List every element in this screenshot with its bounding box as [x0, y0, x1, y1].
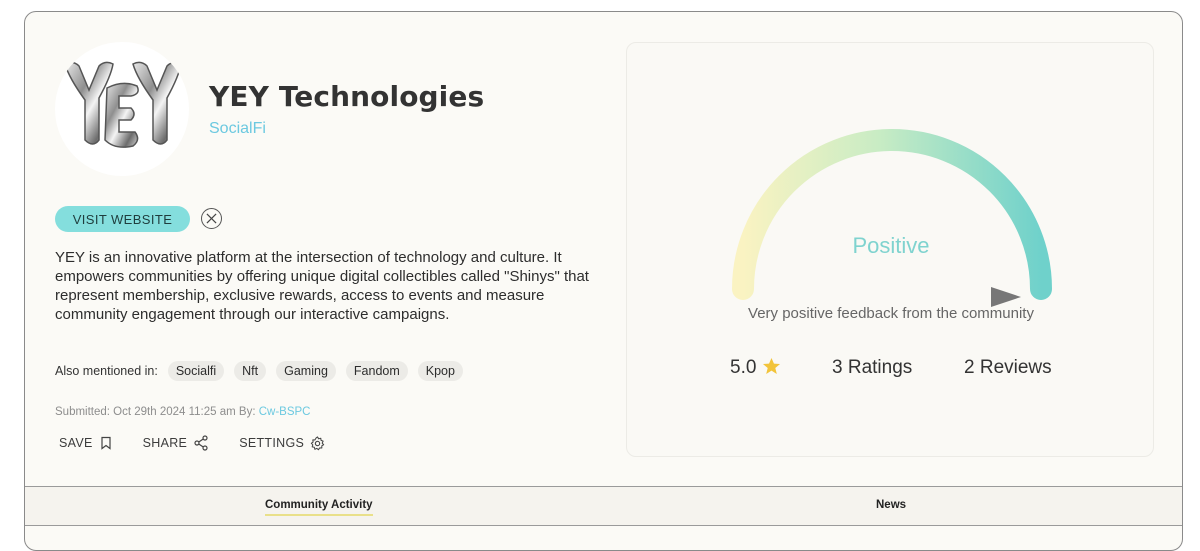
sentiment-gauge: [732, 129, 1052, 307]
project-description: YEY is an innovative platform at the int…: [55, 249, 589, 323]
average-rating: 5.0: [730, 357, 781, 379]
tab-news[interactable]: News: [876, 499, 907, 511]
star-icon: [762, 357, 780, 375]
project-category[interactable]: SocialFi: [209, 120, 266, 137]
reviews-count[interactable]: 2 Reviews: [964, 357, 1052, 378]
tag-kpop[interactable]: Kpop: [417, 361, 463, 381]
tag-socialfi[interactable]: Socialfi: [167, 361, 225, 381]
mentions-label: Also mentioned in:: [55, 364, 158, 378]
submitted-text: Submitted: Oct 29th 2024 11:25 am By:: [55, 406, 256, 418]
settings-label: SETTINGS: [239, 436, 305, 450]
settings-button[interactable]: SETTINGS: [239, 435, 325, 451]
share-button[interactable]: SHARE: [143, 435, 210, 451]
submitter-link[interactable]: Cw-BSPC: [258, 406, 311, 418]
save-button[interactable]: SAVE: [59, 436, 113, 450]
gear-icon: [310, 435, 325, 450]
sentiment-label: Positive: [852, 233, 930, 258]
sentiment-panel: Positive Very positive feedback from the…: [626, 42, 1154, 457]
tag-nft[interactable]: Nft: [234, 361, 267, 381]
x-social-button[interactable]: [201, 208, 222, 229]
mentions-row: Also mentioned in: Socialfi Nft Gaming F…: [55, 361, 473, 381]
submitted-info: Submitted: Oct 29th 2024 11:25 am By: Cw…: [55, 406, 310, 418]
project-logo: [55, 42, 189, 176]
x-twitter-icon: [206, 213, 217, 224]
save-label: SAVE: [59, 436, 93, 450]
project-title: YEY Technologies: [209, 80, 485, 113]
gauge-arc: [732, 129, 1052, 300]
share-icon: [194, 435, 208, 451]
tag-fandom[interactable]: Fandom: [345, 361, 408, 381]
visit-website-button[interactable]: VISIT WEBSITE: [55, 206, 190, 232]
tab-community-activity[interactable]: Community Activity: [265, 499, 373, 516]
action-bar: SAVE SHARE SETTINGS: [59, 435, 355, 451]
tab-bar: Community Activity News: [25, 486, 1182, 526]
project-card: YEY Technologies SocialFi VISIT WEBSITE …: [24, 11, 1183, 551]
bookmark-icon: [101, 436, 111, 450]
gauge-pointer-icon: [991, 287, 1021, 307]
sentiment-description: Very positive feedback from the communit…: [748, 305, 1034, 322]
tag-gaming[interactable]: Gaming: [276, 361, 336, 381]
rating-value: 5.0: [730, 357, 757, 378]
yey-logo-icon: [64, 61, 182, 148]
ratings-count[interactable]: 3 Ratings: [832, 357, 913, 378]
share-label: SHARE: [142, 436, 188, 450]
